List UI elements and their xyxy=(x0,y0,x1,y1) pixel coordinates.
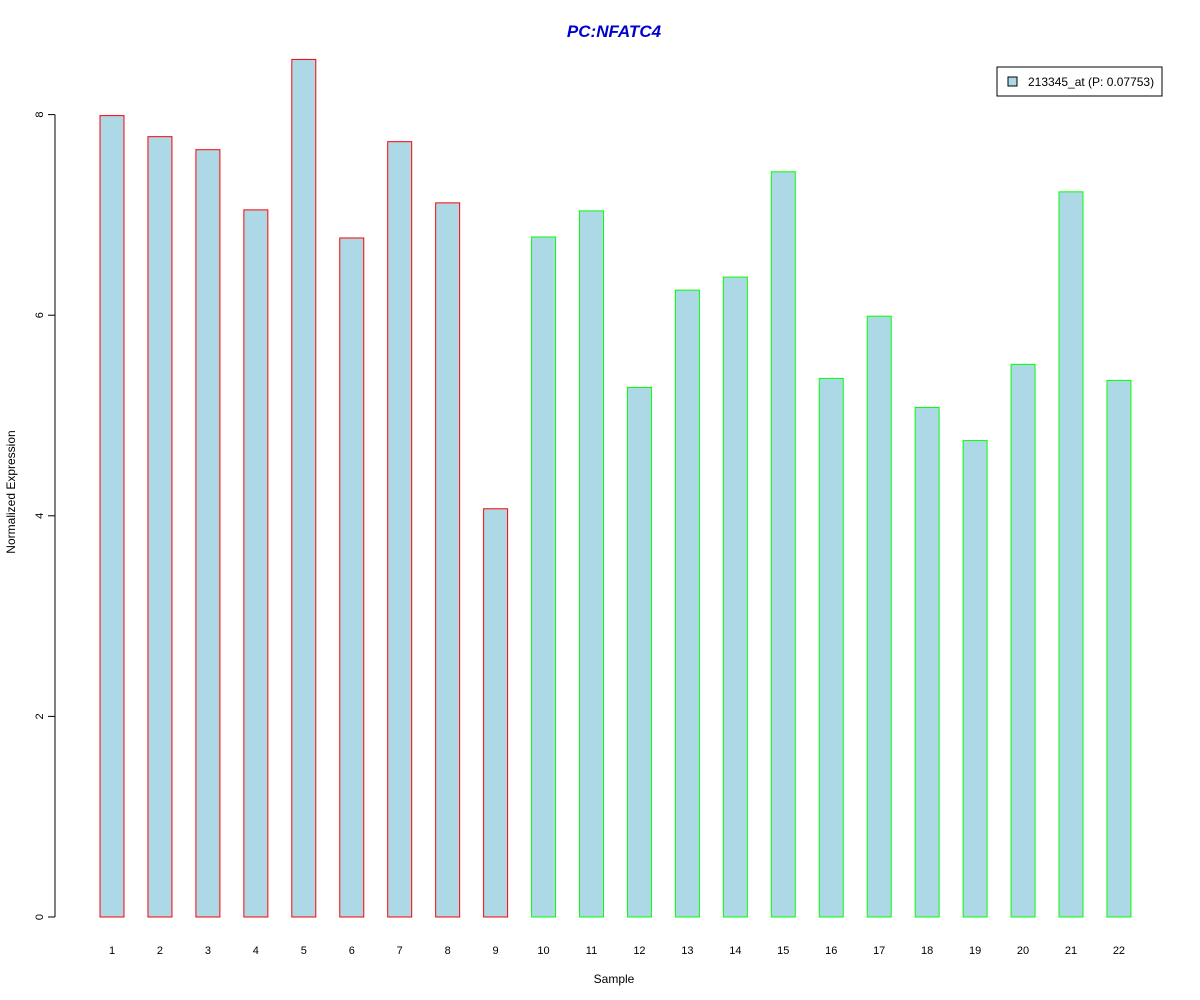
bar-sample-2 xyxy=(147,136,173,918)
y-axis-label: Normalized Expression xyxy=(4,430,18,553)
x-tick-label: 9 xyxy=(493,945,499,957)
x-tick-label: 18 xyxy=(921,945,933,957)
x-tick-label: 15 xyxy=(777,945,789,957)
bar-sample-14 xyxy=(722,276,748,918)
bar-sample-19 xyxy=(962,440,988,918)
bar-sample-1 xyxy=(99,115,125,918)
x-tick-label: 6 xyxy=(349,945,355,957)
x-tick-label: 2 xyxy=(157,945,163,957)
bar-sample-18 xyxy=(914,406,940,918)
x-axis-label: Sample xyxy=(594,972,635,986)
bar-sample-17 xyxy=(866,315,892,918)
y-tick-label: 6 xyxy=(34,312,46,318)
x-tick-label: 21 xyxy=(1065,945,1077,957)
bar-sample-15 xyxy=(770,171,796,918)
x-tick-label: 3 xyxy=(205,945,211,957)
x-tick-label: 8 xyxy=(445,945,451,957)
bar-sample-22 xyxy=(1106,379,1132,918)
x-tick-label: 5 xyxy=(301,945,307,957)
legend-swatch xyxy=(1007,76,1018,87)
chart-title: PC:NFATC4 xyxy=(567,22,662,41)
bar-sample-16 xyxy=(818,377,844,918)
bar-sample-8 xyxy=(435,202,461,918)
bar-sample-7 xyxy=(387,141,413,918)
x-tick-label: 10 xyxy=(537,945,549,957)
bar-sample-11 xyxy=(579,210,604,918)
x-tick-label: 12 xyxy=(633,945,645,957)
x-axis-ticks: 1 2 3 4 5 6 7 8 9 10 11 12 13 14 15 16 17 18 19 20 21 22 xyxy=(109,945,1125,957)
y-tick-label: 2 xyxy=(34,713,46,719)
x-tick-label: 1 xyxy=(109,945,115,957)
bar-sample-9 xyxy=(483,508,509,918)
x-tick-label: 7 xyxy=(397,945,403,957)
bar-sample-10 xyxy=(531,236,557,918)
bar-sample-3 xyxy=(195,149,221,918)
y-axis: 0 2 4 6 8 xyxy=(34,112,56,920)
x-tick-label: 20 xyxy=(1017,945,1029,957)
bar-sample-20 xyxy=(1010,363,1036,918)
legend-box xyxy=(996,66,1163,97)
bars xyxy=(99,58,1132,918)
legend-label: 213345_at (P: 0.07753) xyxy=(1028,75,1154,89)
x-tick-label: 22 xyxy=(1113,945,1125,957)
x-tick-label: 19 xyxy=(969,945,981,957)
x-tick-label: 13 xyxy=(681,945,693,957)
bar-sample-6 xyxy=(339,237,365,918)
x-tick-label: 4 xyxy=(253,945,259,957)
y-tick-label: 0 xyxy=(34,914,46,920)
x-tick-label: 16 xyxy=(825,945,837,957)
bar-sample-21 xyxy=(1058,191,1084,918)
bar-sample-4 xyxy=(243,209,269,918)
legend: 213345_at (P: 0.07753) xyxy=(996,66,1163,97)
x-tick-label: 14 xyxy=(729,945,741,957)
bar-sample-13 xyxy=(674,289,700,918)
bar-sample-12 xyxy=(626,386,652,918)
x-tick-label: 11 xyxy=(586,945,597,957)
bar-sample-5 xyxy=(291,58,317,918)
x-tick-label: 17 xyxy=(873,945,885,957)
y-tick-label: 8 xyxy=(34,112,46,118)
y-tick-label: 4 xyxy=(34,513,46,519)
